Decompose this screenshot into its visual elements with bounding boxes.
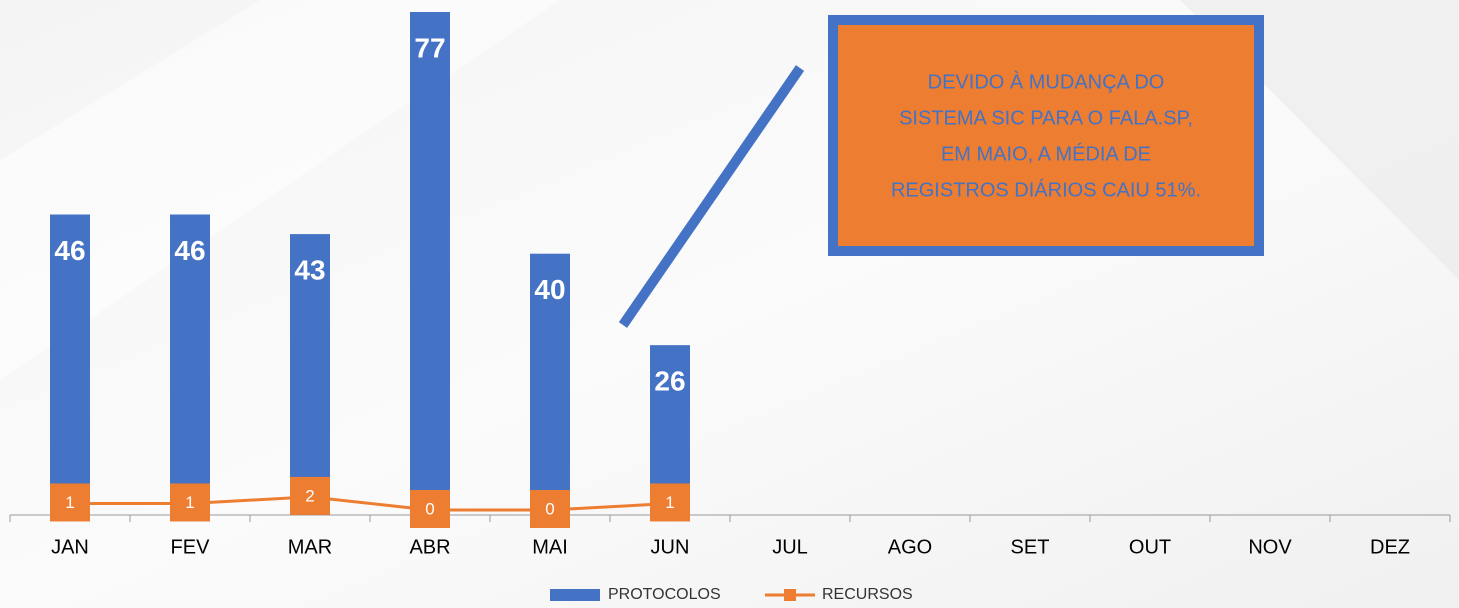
bar [170,214,210,515]
x-tick-label: NOV [1248,536,1292,558]
legend-swatch [550,589,600,601]
line-marker [410,490,450,528]
bar [290,234,330,516]
bar [530,253,570,515]
x-tick-label: AGO [888,536,932,558]
line-marker [50,483,90,522]
line-marker [650,483,690,522]
bar-value-label: 26 [654,366,685,397]
x-tick-label: JAN [51,536,89,558]
annotation: DEVIDO À MUDANÇA DO SISTEMA SIC PARA O FA… [891,70,1201,201]
bar-value-label: 43 [294,254,325,285]
legend-swatch [784,589,796,601]
bar-value-label: 40 [534,274,565,305]
x-tick-label: JUL [772,536,808,558]
x-tick-label: JUN [651,536,690,558]
x-tick-label: SET [1011,536,1050,558]
bar-value-label: 77 [414,32,445,63]
line-value-label: 1 [185,493,194,512]
x-tick-label: ABR [409,536,450,558]
bar-value-label: 46 [54,235,85,266]
annotation-line: EM MAIO, A MÉDIA DE [941,142,1151,165]
line-value-label: 2 [305,486,314,505]
x-tick-label: MAR [288,536,332,558]
annotation-line: SISTEMA SIC PARA O FALA.SP, [899,107,1193,129]
line-marker [290,476,330,515]
x-tick-label: FEV [171,536,211,558]
legend-label: RECURSOS [822,586,913,603]
bar [50,214,90,515]
line-value-label: 0 [545,499,554,518]
x-tick-label: OUT [1129,536,1171,558]
x-tick-label: DEZ [1370,536,1410,558]
legend-label: PROTOCOLOS [608,586,721,603]
x-tick-label: MAI [532,536,568,558]
line-value-label: 1 [65,493,74,512]
annotation-line: DEVIDO À MUDANÇA DO [928,70,1165,93]
line-value-label: 0 [425,499,434,518]
line-marker [170,483,210,522]
bar-value-label: 46 [174,235,205,266]
bar [410,12,450,515]
annotation-box [828,15,1264,256]
callout-line [618,65,805,328]
annotation-line: REGISTROS DIÁRIOS CAIU 51%. [891,178,1201,201]
line-value-label: 1 [665,493,674,512]
line-marker [530,490,570,528]
